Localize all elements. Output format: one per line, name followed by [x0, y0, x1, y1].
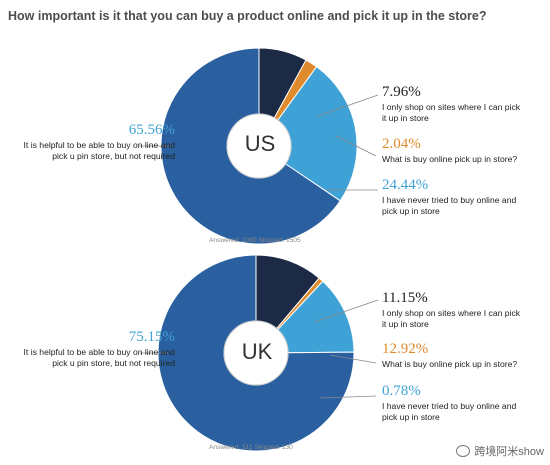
wechat-icon [456, 445, 471, 457]
uk-pct-only-shop: 11.15% [382, 290, 428, 306]
us-pct-only-shop: 7.96% [382, 84, 421, 100]
watermark-text: 跨境阿米show [474, 446, 544, 458]
uk-label-never-tried: I have never tried to buy online and pic… [382, 401, 517, 422]
us-label-helpful: It is helpful to be able to buy on line … [23, 140, 175, 161]
us-label-never-tried: I have never tried to buy online and pic… [382, 195, 517, 216]
leader-line-4 [313, 299, 379, 323]
us-pct-helpful: 65.56% [128, 122, 175, 138]
leader-line-5 [329, 354, 377, 364]
us-label-what-is: What is buy online pick up in store? [382, 154, 518, 164]
us-center-label: US [244, 131, 276, 156]
uk-label-what-is: What is buy online pick up in store? [382, 359, 518, 369]
leader-line-6 [319, 395, 377, 399]
uk-pct-never-tried: 0.78% [382, 383, 421, 399]
us-donut-hole [226, 113, 292, 179]
us-donut [160, 47, 358, 245]
uk-label-helpful: It is helpful to be able to buy on line … [23, 347, 175, 368]
us-pct-never-tried: 24.44% [382, 177, 429, 193]
us-answered-skipped: Answered: 1080 Skipped: 1505 [209, 237, 301, 244]
us-pct-what-is: 2.04% [382, 136, 421, 152]
uk-center-label: UK [241, 339, 273, 364]
chart-title: How important is it that you can buy a p… [8, 9, 487, 23]
uk-donut-hole [223, 320, 289, 386]
uk-label-only-shop: I only shop on sites where I can pick it… [382, 308, 521, 329]
uk-pct-helpful: 75.15% [128, 329, 175, 345]
leader-line-0 [317, 94, 379, 117]
us-label-only-shop: I only shop on sites where I can pick it… [382, 102, 521, 123]
leader-line-1 [335, 135, 377, 157]
uk-donut [157, 254, 355, 452]
uk-pct-what-is: 12.92% [382, 341, 429, 357]
watermark: 跨境阿米show [456, 443, 544, 459]
leader-lines [140, 94, 379, 399]
uk-answered-skipped: Answered: 511 Skipped: 130 [209, 444, 293, 451]
